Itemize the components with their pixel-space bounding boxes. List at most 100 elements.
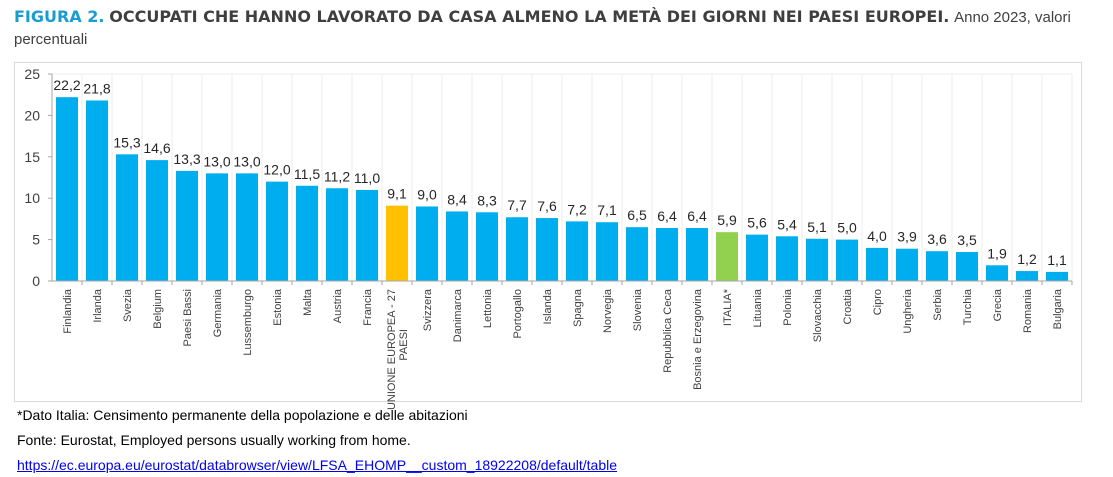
x-tick-label: Romania — [1022, 288, 1034, 333]
bar-bulgaria — [1046, 271, 1068, 281]
x-tick-label: Cipro — [872, 289, 884, 315]
bar-danimarca — [446, 211, 468, 281]
x-tick-label: Croatia — [842, 288, 854, 324]
data-label: 5,0 — [837, 220, 857, 236]
data-label: 6,5 — [627, 207, 647, 223]
bar-unione-europea-27-paesi — [386, 205, 408, 281]
data-label: 15,3 — [113, 134, 140, 150]
data-label: 22,2 — [53, 77, 80, 93]
x-tick-label: Francia — [362, 288, 374, 326]
bar-romania — [1016, 271, 1038, 281]
data-label: 13,0 — [233, 153, 260, 169]
x-tick-label: Bosnia e Erzegovina — [692, 288, 704, 390]
bar-malta — [296, 185, 318, 281]
x-tick-label: Spagna — [572, 288, 584, 327]
data-label: 11,5 — [294, 166, 320, 182]
data-label: 1,9 — [987, 245, 1007, 261]
chart-title: FIGURA 2. OCCUPATI CHE HANNO LAVORATO DA… — [14, 6, 1104, 50]
bar-lettonia — [476, 212, 498, 281]
bar-portogallo — [506, 217, 528, 281]
data-label: 13,0 — [203, 153, 230, 169]
x-tick-label: Belgium — [152, 289, 164, 329]
bar-italia- — [716, 232, 738, 281]
footnote: *Dato Italia: Censimento permanente dell… — [17, 407, 468, 423]
data-label: 1,1 — [1047, 252, 1067, 268]
bar-lituania — [746, 234, 768, 281]
bar-belgium — [146, 160, 168, 281]
bar-cipro — [866, 247, 888, 281]
bar-spagna — [566, 221, 588, 281]
x-tick-label: Repubblica Ceca — [662, 288, 674, 373]
title-main: OCCUPATI CHE HANNO LAVORATO DA CASA ALME… — [109, 7, 950, 26]
x-tick-label: Slovenia — [632, 288, 644, 331]
bar-estonia — [266, 181, 288, 281]
source-note: Fonte: Eurostat, Employed persons usuall… — [17, 432, 411, 448]
bar-austria — [326, 188, 348, 281]
bar-bosnia-e-erzegovina — [686, 228, 708, 281]
x-tick-label: Finlandia — [62, 288, 74, 334]
data-label: 3,6 — [927, 231, 947, 247]
bar-svezia — [116, 154, 138, 281]
bar-turchia — [956, 252, 978, 281]
bar-irlanda — [86, 100, 108, 281]
x-tick-label: Islanda — [542, 288, 554, 324]
data-label: 21,8 — [83, 80, 110, 96]
x-tick-label: Portogallo — [512, 289, 524, 339]
data-label: 7,7 — [507, 197, 527, 213]
data-label: 7,2 — [567, 201, 587, 217]
data-label: 8,4 — [447, 191, 467, 207]
data-label: 4,0 — [867, 228, 887, 244]
x-tick-label: Irlanda — [92, 288, 104, 323]
bar-islanda — [536, 218, 558, 281]
x-tick-label: Lituania — [752, 288, 764, 327]
data-label: 11,2 — [324, 168, 350, 184]
figure-number: FIGURA 2. — [14, 7, 105, 26]
y-tick-label: 15 — [24, 149, 40, 165]
x-tick-label: Germania — [212, 288, 224, 337]
bar-lussemburgo — [236, 173, 258, 281]
source-link[interactable]: https://ec.europa.eu/eurostat/databrowse… — [17, 457, 618, 473]
bar-francia — [356, 189, 378, 281]
x-tick-label: Svezia — [122, 288, 134, 322]
y-tick-label: 10 — [24, 190, 40, 206]
x-tick-label: UNIONE EUROPEA - 27PAESI — [386, 289, 410, 410]
data-label: 9,1 — [387, 186, 407, 202]
bar-slovacchia — [806, 238, 828, 281]
data-label: 13,3 — [173, 151, 200, 167]
x-tick-label: ITALIA* — [722, 288, 734, 326]
data-label: 6,4 — [687, 208, 707, 224]
bar-croatia — [836, 239, 858, 281]
x-tick-label: Lettonia — [482, 288, 494, 328]
data-label: 3,9 — [897, 229, 917, 245]
bar-svizzera — [416, 206, 438, 281]
bar-slovenia — [626, 227, 648, 281]
x-tick-label: Turchia — [962, 288, 974, 325]
bar-grecia — [986, 265, 1008, 281]
bar-germania — [206, 173, 228, 281]
x-tick-label: Norvegia — [602, 288, 614, 333]
y-tick-label: 0 — [32, 273, 40, 289]
x-tick-label: Paesi Bassi — [182, 289, 194, 346]
chart-panel — [14, 62, 1082, 402]
x-tick-label: Grecia — [992, 288, 1004, 321]
y-tick-label: 20 — [24, 107, 40, 123]
bar-serbia — [926, 251, 948, 281]
x-tick-label: Austria — [332, 288, 344, 323]
data-label: 11,0 — [354, 170, 380, 186]
data-label: 14,6 — [143, 140, 170, 156]
title-subtitle: Anno 2023, valori percentuali — [14, 9, 1071, 48]
data-label: 5,6 — [747, 215, 767, 231]
data-label: 9,0 — [417, 186, 437, 202]
bar-polonia — [776, 236, 798, 281]
x-tick-label: Svizzera — [422, 288, 434, 331]
data-label: 5,9 — [717, 212, 737, 228]
x-tick-label: Bulgaria — [1052, 288, 1064, 329]
x-tick-label: Serbia — [932, 288, 944, 321]
bar-ungheria — [896, 248, 918, 281]
y-tick-label: 5 — [32, 232, 40, 248]
x-tick-label: Polonia — [782, 288, 794, 326]
x-tick-label: Slovacchia — [812, 288, 824, 342]
x-tick-label: Malta — [302, 288, 314, 316]
x-tick-label: Danimarca — [452, 288, 464, 342]
